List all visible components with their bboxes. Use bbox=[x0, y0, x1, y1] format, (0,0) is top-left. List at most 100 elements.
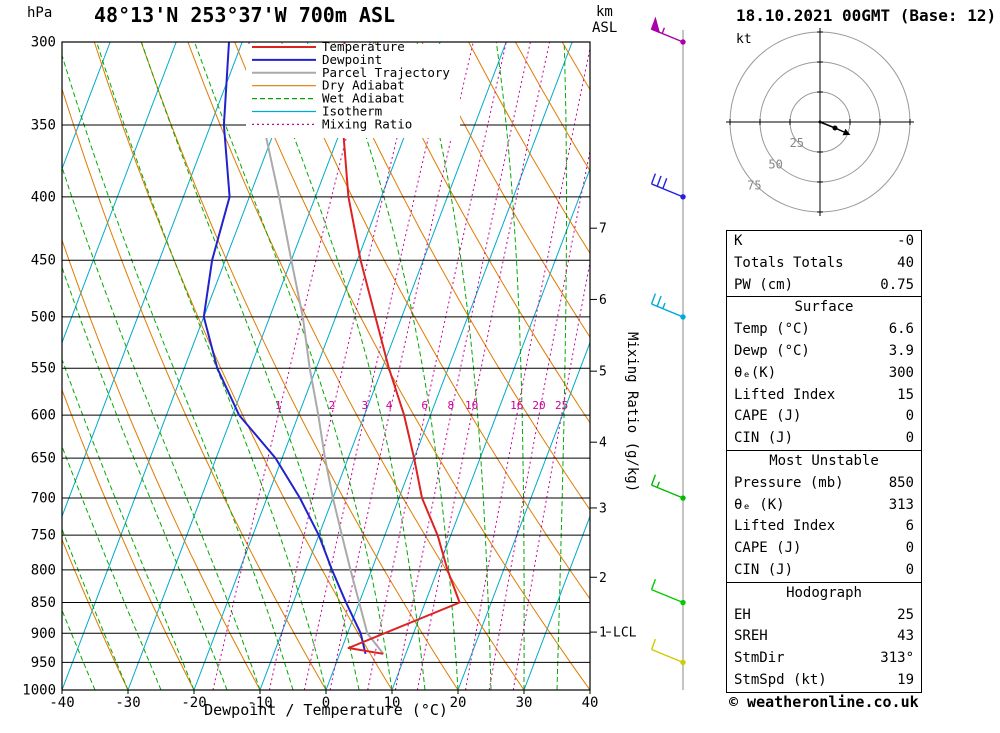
station-title: 48°13'N 253°37'W 700m ASL bbox=[94, 3, 396, 27]
storm-motion-dot bbox=[832, 125, 838, 131]
km-tick-label: 3 bbox=[599, 501, 607, 516]
km-tick-label: 7 bbox=[599, 222, 607, 237]
pressure-tick-label: 350 bbox=[31, 117, 56, 133]
stat-value: 0 bbox=[905, 561, 914, 578]
stat-label: Pressure (mb) bbox=[734, 474, 844, 491]
stat-label: Lifted Index bbox=[734, 386, 836, 403]
temp-tick-label: 0 bbox=[322, 695, 330, 711]
pressure-tick-labels: 300 350 400 450 500 550 600 650 700 750 800 850 900 9… bbox=[22, 35, 56, 699]
stats-section: K -0 Totals Totals 40 PW (cm) 0.75 bbox=[726, 230, 922, 298]
stat-row: EH 25 bbox=[727, 605, 921, 627]
stat-row: StmSpd (kt) 19 bbox=[727, 670, 921, 692]
datetime-title: 18.10.2021 00GMT (Base: 12) bbox=[736, 6, 997, 25]
km-tick-label: 4 bbox=[599, 436, 607, 451]
stat-label: Lifted Index bbox=[734, 518, 836, 535]
km-asl-ticks: 1 2 3 4 5 6 7 LCL bbox=[590, 222, 637, 641]
stat-row: CIN (J) 0 bbox=[727, 428, 921, 450]
stat-row: θₑ (K) 313 bbox=[727, 495, 921, 517]
km-tick-label: 1 bbox=[599, 626, 607, 641]
stats-section-header: Surface bbox=[794, 299, 854, 316]
pressure-gridlines bbox=[62, 41, 590, 691]
pressure-tick-label: 950 bbox=[31, 655, 56, 671]
temp-tick-label: 40 bbox=[582, 695, 599, 711]
mixing-ratio-label: 3 bbox=[361, 399, 368, 412]
stats-section: Surface Temp (°C) 6.6 Dewp (°C) 3.9 θₑ(K) 300 L… bbox=[726, 296, 922, 451]
wet-adiabat-lines bbox=[62, 42, 590, 690]
mixing-ratio-label: 1 bbox=[275, 399, 282, 412]
mixing-ratio-label: 10 bbox=[465, 399, 478, 412]
dewpoint-curve bbox=[202, 42, 367, 655]
stat-value: -0 bbox=[897, 233, 914, 249]
mixing-ratio-labels: 1 2 3 4 6 8 10 16 20 25 bbox=[275, 399, 568, 412]
legend-label: Parcel Trajectory bbox=[322, 65, 450, 80]
km-tick-label: 6 bbox=[599, 293, 607, 308]
temp-tick-label: -10 bbox=[247, 695, 272, 711]
stat-value: 15 bbox=[897, 386, 914, 403]
temp-tick-label: -40 bbox=[49, 695, 74, 711]
km-tick-label: 5 bbox=[599, 365, 607, 380]
stats-section: Most Unstable Pressure (mb) 850 θₑ (K) 313 Li… bbox=[726, 449, 922, 583]
stat-value: 43 bbox=[897, 628, 914, 645]
wind-barb bbox=[650, 16, 686, 45]
stat-value: 6 bbox=[905, 518, 914, 535]
temp-tick-label: 20 bbox=[450, 695, 467, 711]
stat-label: PW (cm) bbox=[734, 276, 794, 293]
stat-row: Temp (°C) 6.6 bbox=[727, 319, 921, 341]
copyright: © weatheronline.co.uk bbox=[729, 693, 919, 711]
km-tick-label: 2 bbox=[599, 571, 607, 586]
wind-barbs bbox=[650, 16, 686, 690]
mixing-ratio-label: 6 bbox=[421, 399, 428, 412]
stat-label: CIN (J) bbox=[734, 430, 794, 447]
mixing-ratio-label: 20 bbox=[532, 399, 545, 412]
storm-motion-trace bbox=[819, 121, 845, 133]
stat-row: Lifted Index 6 bbox=[727, 516, 921, 538]
stat-label: SREH bbox=[734, 628, 768, 645]
legend-label: Mixing Ratio bbox=[322, 116, 412, 131]
temp-tick-label: -30 bbox=[115, 695, 140, 711]
stats-section-header: Hodograph bbox=[786, 584, 862, 601]
stat-label: CAPE (J) bbox=[734, 540, 802, 557]
stat-label: Temp (°C) bbox=[734, 321, 810, 338]
pressure-tick-label: 550 bbox=[31, 361, 56, 377]
stat-value: 25 bbox=[897, 606, 914, 623]
temp-tick-labels: -40 -30 -20 -10 0 10 20 30 40 bbox=[49, 690, 598, 711]
stat-row: θₑ(K) 300 bbox=[727, 363, 921, 385]
stat-row: StmDir 313° bbox=[727, 648, 921, 670]
xaxis-label: Dewpoint / Temperature (°C) bbox=[204, 701, 448, 719]
hodograph-ring-label: 25 bbox=[790, 136, 804, 150]
stat-row: CAPE (J) 0 bbox=[727, 406, 921, 428]
stat-value: 313 bbox=[888, 496, 914, 513]
stat-value: 0 bbox=[905, 408, 914, 425]
stat-value: 300 bbox=[888, 364, 914, 381]
km-unit-label: km bbox=[596, 4, 613, 20]
mixing-ratio-label: 8 bbox=[447, 399, 454, 412]
stat-row: CAPE (J) 0 bbox=[727, 538, 921, 560]
stat-value: 0 bbox=[905, 540, 914, 557]
stat-label: Dewp (°C) bbox=[734, 342, 810, 359]
stat-row: K -0 bbox=[727, 231, 921, 253]
stat-row: Pressure (mb) 850 bbox=[727, 473, 921, 495]
stats-section-header: Most Unstable bbox=[769, 452, 879, 469]
pressure-tick-label: 750 bbox=[31, 528, 56, 544]
stat-label: StmSpd (kt) bbox=[734, 671, 827, 688]
pressure-tick-label: 1000 bbox=[22, 683, 56, 699]
mixing-ratio-label: 4 bbox=[386, 399, 393, 412]
stat-value: 850 bbox=[888, 474, 914, 491]
pressure-unit-label: hPa bbox=[27, 5, 53, 21]
pressure-tick-label: 800 bbox=[31, 562, 56, 578]
pressure-tick-label: 600 bbox=[31, 408, 56, 424]
stat-value: 3.9 bbox=[888, 342, 914, 359]
parcel-trajectory-curve bbox=[247, 42, 385, 655]
stat-label: θₑ(K) bbox=[734, 364, 777, 381]
stat-label: CIN (J) bbox=[734, 561, 794, 578]
mixing-ratio-label: 16 bbox=[510, 399, 523, 412]
pressure-tick-label: 850 bbox=[31, 595, 56, 611]
temp-tick-label: 30 bbox=[516, 695, 533, 711]
pressure-tick-label: 500 bbox=[31, 309, 56, 325]
stat-label: StmDir bbox=[734, 650, 785, 667]
isotherm-lines bbox=[62, 42, 590, 690]
stat-value: 19 bbox=[897, 671, 914, 688]
hodograph-ring-label: 75 bbox=[747, 179, 761, 193]
